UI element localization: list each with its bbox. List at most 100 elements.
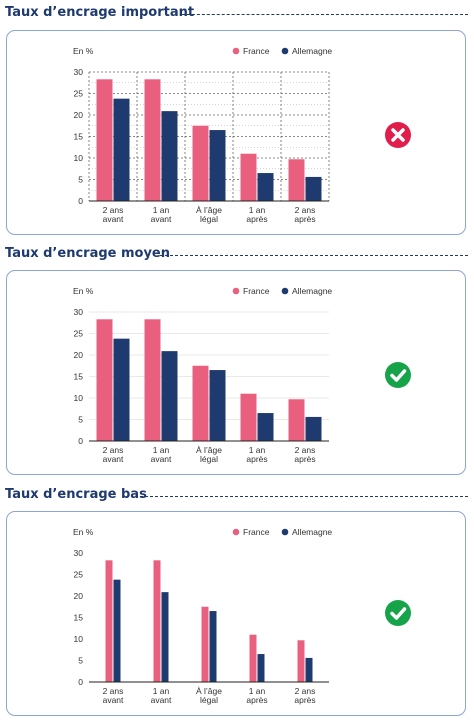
- legend-marker-france: [232, 47, 240, 55]
- bar-france: [288, 159, 305, 201]
- y-tick-label: 0: [78, 436, 83, 446]
- bar-allemagne: [257, 413, 274, 441]
- x-tick-label: après: [246, 214, 267, 224]
- y-tick-label: 0: [78, 677, 83, 687]
- chart-card: En % France Allemagne 0 5 10 15 20 25 30 2 ans avan…: [6, 511, 466, 716]
- bar-france: [144, 79, 161, 201]
- bar-allemagne: [305, 416, 322, 441]
- bar-france: [105, 560, 113, 682]
- bar-allemagne: [161, 592, 169, 682]
- y-tick-label: 25: [74, 329, 84, 339]
- y-tick-label: 10: [74, 153, 84, 163]
- bar-allemagne: [257, 173, 274, 201]
- title-divider: [140, 496, 468, 497]
- x-tick-label: 2 ans: [103, 686, 124, 696]
- y-axis-label: En %: [73, 527, 94, 537]
- y-tick-label: 0: [78, 196, 83, 206]
- y-tick-label: 5: [78, 415, 83, 425]
- x-tick-label: À l’âge: [196, 445, 222, 455]
- x-tick-label: avant: [151, 454, 172, 464]
- section-medium-ink: Taux d’encrage moyen En % France Allemagne…: [0, 246, 474, 478]
- bar-france: [297, 640, 305, 682]
- bar-allemagne: [113, 579, 121, 682]
- x-tick-label: 2 ans: [295, 686, 316, 696]
- x-tick-label: avant: [151, 695, 172, 705]
- x-tick-label: 2 ans: [103, 205, 124, 215]
- x-tick-label: À l’âge: [196, 686, 222, 696]
- x-tick-label: 2 ans: [295, 205, 316, 215]
- x-tick-label: 1 an: [249, 205, 266, 215]
- title-divider: [160, 255, 468, 256]
- x-tick-label: après: [294, 695, 315, 705]
- legend-label-france: France: [243, 286, 270, 296]
- x-tick-label: 1 an: [249, 686, 266, 696]
- x-tick-label: après: [294, 214, 315, 224]
- legend-marker-allemagne: [281, 528, 289, 536]
- bar-france: [240, 393, 257, 441]
- y-tick-label: 20: [74, 350, 84, 360]
- y-tick-label: 20: [74, 110, 84, 120]
- bar-allemagne: [209, 130, 226, 201]
- y-tick-label: 30: [74, 67, 84, 77]
- x-tick-label: avant: [103, 214, 124, 224]
- chart-card: En % France Allemagne 0 5 10 15 20 25 30 2 ans avan…: [6, 30, 466, 235]
- x-tick-label: légal: [200, 454, 218, 464]
- y-tick-label: 20: [74, 591, 84, 601]
- y-tick-label: 10: [74, 634, 84, 644]
- bar-france: [201, 606, 209, 682]
- x-tick-label: après: [246, 454, 267, 464]
- bar-allemagne: [161, 351, 178, 441]
- bar-allemagne: [209, 611, 217, 682]
- title-divider: [182, 14, 468, 15]
- cross-icon: [384, 121, 412, 154]
- bar-allemagne: [305, 176, 322, 201]
- bar-allemagne: [305, 657, 313, 682]
- bar-allemagne: [209, 370, 226, 441]
- x-tick-label: 2 ans: [103, 445, 124, 455]
- chart-low-ink: En % France Allemagne 0 5 10 15 20 25 30 2 ans avan…: [73, 527, 332, 705]
- y-tick-label: 5: [78, 656, 83, 666]
- bar-france: [96, 319, 113, 441]
- x-tick-label: À l’âge: [196, 205, 222, 215]
- x-tick-label: 2 ans: [295, 445, 316, 455]
- y-axis-label: En %: [73, 46, 94, 56]
- bar-allemagne: [113, 338, 130, 441]
- y-tick-label: 5: [78, 175, 83, 185]
- y-tick-label: 10: [74, 393, 84, 403]
- x-tick-label: après: [294, 454, 315, 464]
- y-tick-label: 15: [74, 132, 84, 142]
- x-tick-label: légal: [200, 214, 218, 224]
- bar-france: [192, 365, 209, 441]
- y-tick-label: 30: [74, 307, 84, 317]
- section-title: Taux d’encrage important: [5, 5, 195, 20]
- bar-france: [288, 399, 305, 441]
- x-tick-label: 1 an: [153, 686, 170, 696]
- x-tick-label: 1 an: [153, 205, 170, 215]
- legend-marker-france: [232, 528, 240, 536]
- legend-label-allemagne: Allemagne: [292, 286, 332, 296]
- y-tick-label: 25: [74, 570, 84, 580]
- section-title: Taux d’encrage moyen: [5, 246, 171, 261]
- section-low-ink: Taux d’encrage bas En % France Allemagne 0 5…: [0, 487, 474, 719]
- section-high-ink: Taux d’encrage important En % France Allem…: [0, 5, 474, 237]
- y-tick-label: 15: [74, 372, 84, 382]
- bar-france: [144, 319, 161, 441]
- y-tick-label: 30: [74, 548, 84, 558]
- legend-label-allemagne: Allemagne: [292, 527, 332, 537]
- x-tick-label: 1 an: [249, 445, 266, 455]
- bar-allemagne: [161, 111, 178, 201]
- bar-france: [96, 79, 113, 201]
- x-tick-label: après: [246, 695, 267, 705]
- legend-marker-allemagne: [281, 287, 289, 295]
- bar-france: [240, 153, 257, 201]
- check-icon: [384, 599, 412, 632]
- legend-label-allemagne: Allemagne: [292, 46, 332, 56]
- legend-label-france: France: [243, 527, 270, 537]
- y-tick-label: 15: [74, 613, 84, 623]
- x-tick-label: légal: [200, 695, 218, 705]
- x-tick-label: 1 an: [153, 445, 170, 455]
- x-tick-label: avant: [151, 214, 172, 224]
- bar-allemagne: [257, 654, 265, 682]
